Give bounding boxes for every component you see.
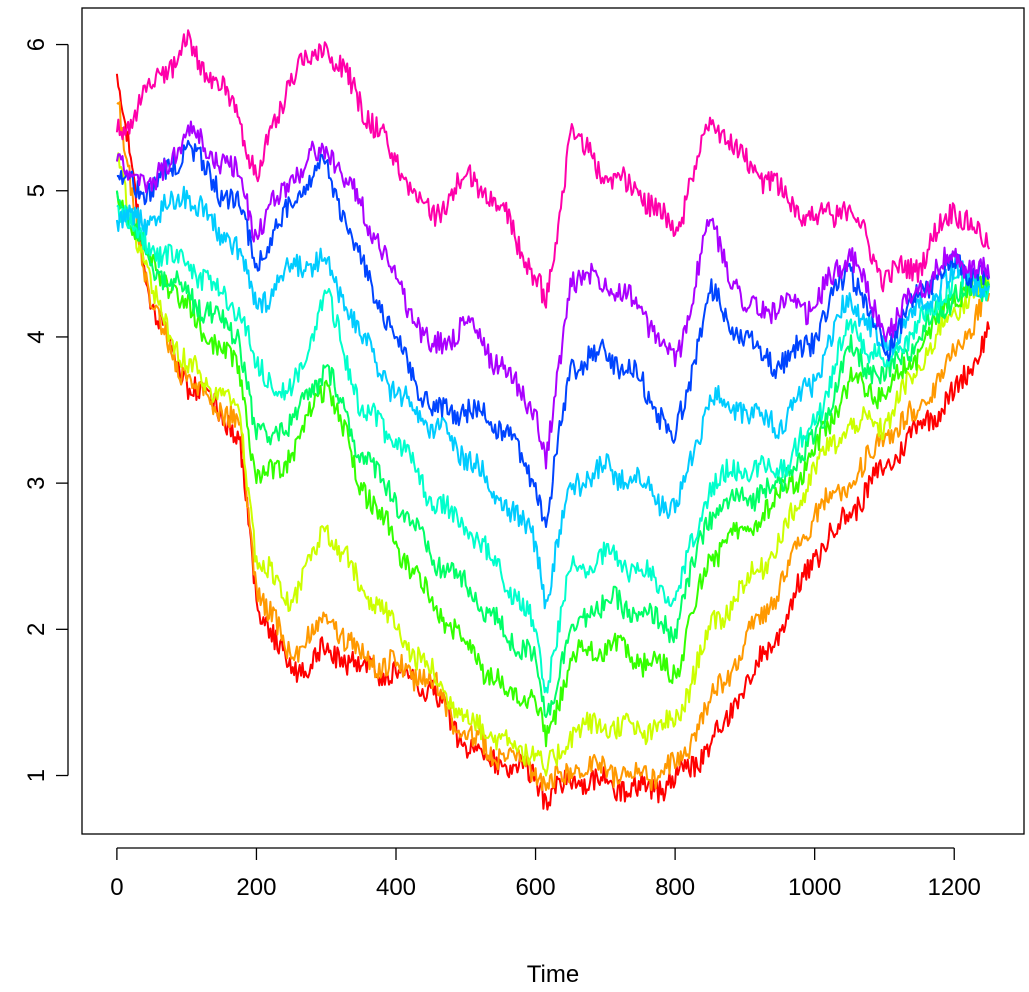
y-axis: 1 2 3 4 5 6 (23, 38, 69, 782)
x-tick-label: 600 (516, 874, 556, 901)
x-tick-label: 1200 (928, 874, 981, 901)
series-line-8 (116, 139, 990, 528)
x-tick-label: 800 (655, 874, 695, 901)
series-line-2 (116, 101, 991, 792)
y-tick-label: 5 (23, 184, 50, 197)
y-tick-label: 6 (23, 38, 50, 51)
y-tick-label: 3 (23, 476, 50, 489)
x-tick-label: 1000 (788, 874, 841, 901)
series-line-10 (115, 29, 991, 309)
series-layer (115, 29, 991, 811)
x-tick-label: 400 (376, 874, 416, 901)
y-tick-label: 4 (23, 330, 50, 343)
series-line-4 (115, 190, 991, 748)
plot-frame (81, 7, 1025, 835)
x-axis: 0 200 400 600 800 1000 1200 (110, 847, 981, 901)
series-line-9 (115, 120, 991, 470)
y-tick-label: 2 (23, 623, 50, 636)
x-tick-label: 200 (236, 874, 276, 901)
series-line-6 (116, 204, 991, 694)
series-line-3 (115, 152, 991, 777)
y-tick-label: 1 (23, 769, 50, 782)
series-line-7 (115, 185, 991, 610)
x-axis-title: Time (527, 961, 579, 988)
x-tick-label: 0 (110, 874, 123, 901)
series-line-5 (115, 190, 991, 718)
series-line-1 (115, 73, 991, 811)
